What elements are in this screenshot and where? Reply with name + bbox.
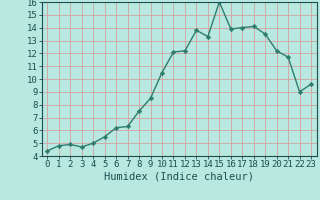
- X-axis label: Humidex (Indice chaleur): Humidex (Indice chaleur): [104, 172, 254, 182]
